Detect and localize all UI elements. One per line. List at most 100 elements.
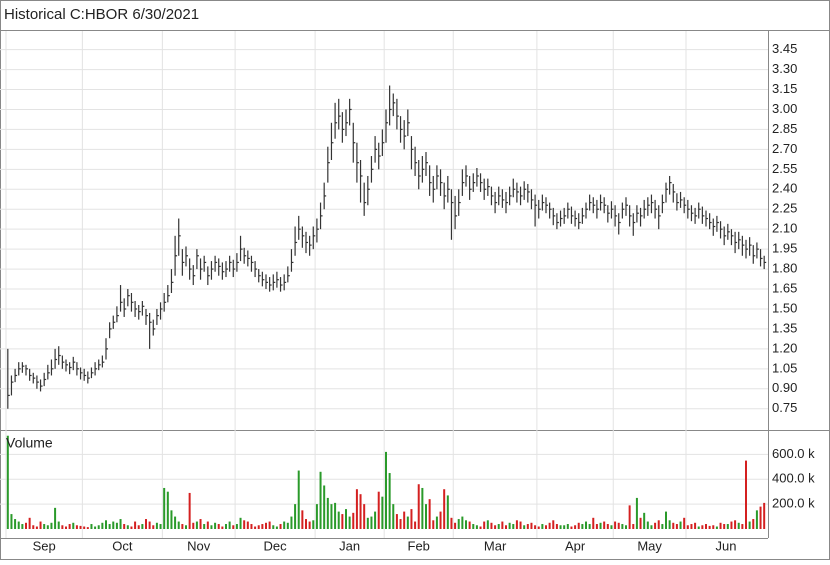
volume-bar — [126, 525, 129, 529]
volume-bar — [526, 524, 529, 529]
volume-bar — [323, 485, 326, 529]
volume-bar — [217, 524, 220, 529]
volume-bar — [199, 519, 202, 529]
y-tick-label: 0.75 — [772, 400, 797, 415]
y2-tick-label: 200.0 k — [772, 496, 815, 511]
volume-bar — [628, 505, 631, 529]
volume-bar — [465, 520, 467, 529]
volume-bar — [112, 521, 115, 529]
volume-bar — [359, 494, 362, 529]
volume-bar — [330, 504, 333, 529]
volume-bar — [741, 524, 744, 529]
volume-bar — [657, 520, 660, 529]
volume-bar — [414, 521, 417, 529]
volume-bar — [599, 522, 602, 529]
volume-bar — [715, 526, 718, 529]
volume-bar — [272, 525, 275, 529]
volume-bar — [435, 516, 438, 529]
y-tick-label: 2.40 — [772, 181, 797, 196]
y-tick-label: 1.65 — [772, 280, 797, 295]
volume-bar — [265, 522, 267, 529]
y2-tick-label: 400.0 k — [772, 471, 815, 486]
volume-bar — [119, 519, 122, 529]
volume-bar — [214, 522, 217, 529]
volume-bar — [86, 527, 89, 529]
volume-bar — [105, 520, 107, 529]
volume-bar — [392, 504, 395, 529]
volume-bar — [574, 525, 577, 529]
y-tick-label: 2.55 — [772, 161, 797, 176]
volume-bar — [250, 524, 253, 529]
volume-bar — [159, 524, 162, 529]
y-tick-label: 3.30 — [772, 61, 797, 76]
volume-bar — [192, 522, 195, 529]
y-tick-label: 1.05 — [772, 360, 797, 375]
volume-bar — [366, 517, 369, 529]
volume-bar — [479, 526, 482, 529]
volume-bar — [726, 524, 729, 529]
volume-bar — [654, 522, 657, 529]
volume-bar — [10, 514, 13, 529]
volume-bar — [210, 525, 213, 529]
volume-bar — [14, 519, 17, 529]
volume-bar — [759, 506, 762, 529]
volume-bar — [694, 522, 697, 529]
volume-bar — [719, 522, 722, 529]
volume-bar — [585, 521, 587, 529]
volume-bar — [308, 521, 311, 529]
volume-bar — [454, 522, 457, 529]
volume-bar — [243, 520, 246, 529]
volume-bar — [83, 526, 86, 529]
volume-bar — [639, 517, 642, 529]
volume-bar — [108, 524, 111, 529]
x-tick-label: Nov — [187, 538, 211, 553]
y-tick-label: 0.90 — [772, 380, 797, 395]
volume-bar — [606, 524, 609, 529]
volume-bar — [79, 525, 82, 529]
volume-bar — [508, 522, 511, 529]
volume-bar — [283, 521, 286, 529]
volume-bar — [701, 525, 704, 529]
volume-bar — [632, 524, 635, 529]
volume-bar — [75, 525, 78, 529]
volume-bar — [32, 525, 35, 529]
volume-bar — [734, 520, 737, 529]
volume-bar — [537, 526, 540, 529]
volume-bar — [286, 522, 289, 529]
volume-bar — [501, 521, 504, 529]
x-tick-label: May — [637, 538, 662, 553]
volume-bar — [712, 525, 715, 529]
volume-bar — [97, 525, 100, 529]
y-tick-label: 2.10 — [772, 221, 797, 236]
volume-bar — [305, 519, 307, 529]
volume-bar — [675, 524, 678, 529]
y-tick-label: 1.20 — [772, 340, 797, 355]
volume-bar — [668, 520, 671, 529]
x-tick-label: Mar — [484, 538, 507, 553]
volume-bar — [534, 525, 537, 529]
volume-bar — [46, 525, 49, 529]
volume-bar — [174, 516, 177, 529]
volume-bar — [221, 526, 224, 529]
x-tick-label: Oct — [112, 538, 133, 553]
volume-bar — [505, 525, 507, 529]
volume-bar — [697, 526, 700, 529]
volume-bar — [294, 504, 297, 529]
volume-bar — [363, 504, 366, 529]
volume-bar — [581, 524, 584, 529]
volume-bar — [181, 524, 184, 529]
volume-bar — [395, 514, 398, 529]
volume-bar — [555, 524, 558, 529]
y-tick-label: 1.35 — [772, 320, 797, 335]
volume-bar — [374, 511, 377, 529]
y-tick-label: 1.95 — [772, 241, 797, 256]
volume-bar — [319, 471, 322, 529]
volume-bar — [497, 524, 500, 529]
volume-bar — [232, 525, 235, 529]
volume-bar — [399, 519, 402, 529]
volume-bar — [385, 451, 387, 529]
volume-bar — [730, 521, 733, 529]
volume-bar — [428, 499, 431, 529]
